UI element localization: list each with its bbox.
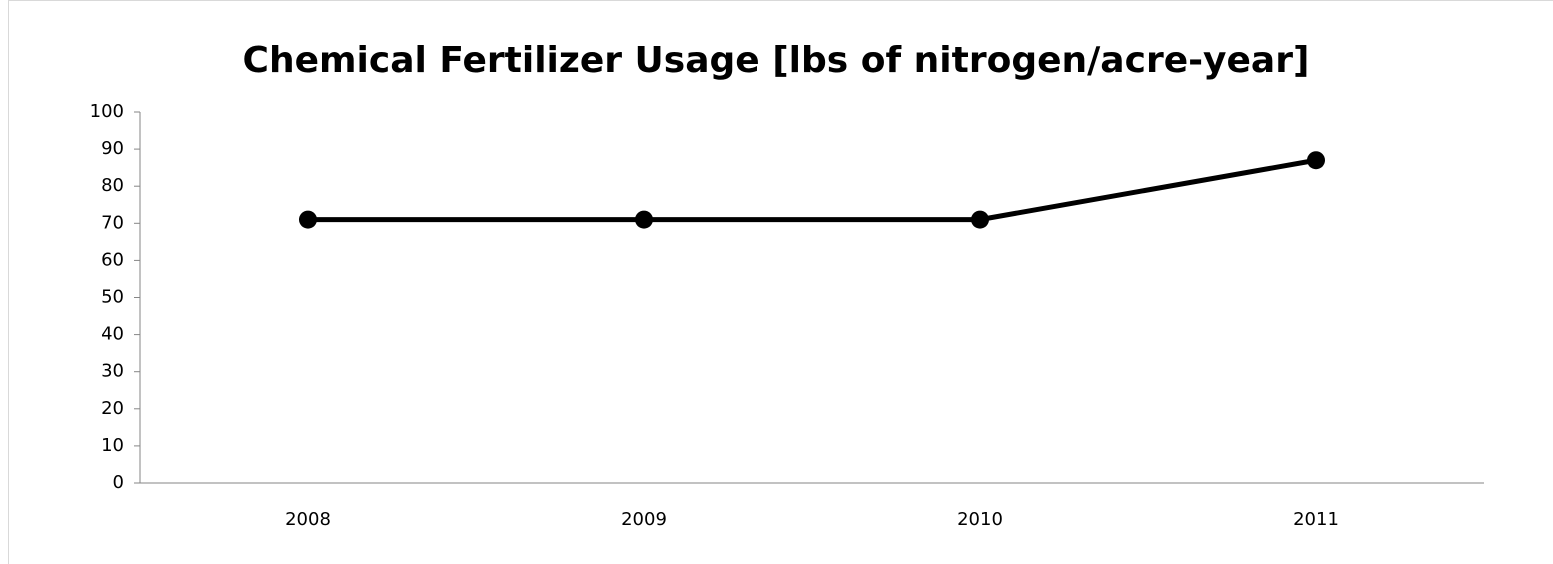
y-tick-label: 50 <box>101 287 124 308</box>
y-tick-label: 40 <box>101 324 124 345</box>
marker <box>299 210 317 229</box>
x-tick-label: 2011 <box>1293 509 1339 530</box>
y-tick-label: 70 <box>101 212 124 233</box>
line <box>308 157 1317 223</box>
y-tick-label: 0 <box>113 472 124 493</box>
y-tick-label: 30 <box>101 361 124 382</box>
y-tick-label: 90 <box>101 138 124 159</box>
chart-frame <box>8 0 1553 564</box>
y-tick-label: 80 <box>101 175 124 196</box>
x-tick-label: 2008 <box>285 509 331 530</box>
marker <box>1307 151 1325 170</box>
y-tick-label: 20 <box>101 398 124 419</box>
x-tick-label: 2010 <box>957 509 1003 530</box>
marker <box>635 210 653 229</box>
y-tick-label: 100 <box>90 101 124 122</box>
y-tick-label: 10 <box>101 435 124 456</box>
chart-title: Chemical Fertilizer Usage [lbs of nitrog… <box>243 40 1310 81</box>
y-tick-label: 60 <box>101 249 124 270</box>
x-tick-label: 2009 <box>621 509 667 530</box>
marker <box>971 210 989 229</box>
